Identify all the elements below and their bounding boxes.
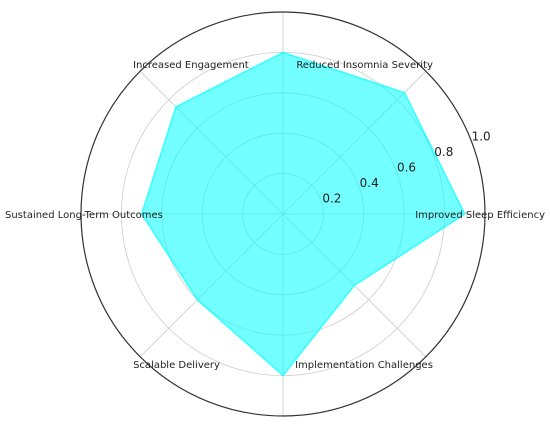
category-label: Reduced Insomnia Severity bbox=[296, 60, 433, 71]
category-labels: Improved Sleep Efficiency Reduced Insomni… bbox=[5, 0, 545, 371]
category-label: Implementation Challenges bbox=[295, 360, 433, 371]
category-label: Scalable Delivery bbox=[133, 360, 220, 371]
radial-tick-label: 0.4 bbox=[360, 176, 379, 190]
category-label: Improved Sleep Efficiency bbox=[415, 210, 545, 221]
category-label: Increased Engagement bbox=[133, 60, 249, 71]
radial-tick-label: 0.2 bbox=[322, 192, 341, 206]
radial-tick-label: 0.8 bbox=[434, 145, 453, 159]
radial-tick-labels: 0.2 0.4 0.6 0.8 1.0 bbox=[322, 130, 490, 206]
category-label: Sustained Long-Term Outcomes bbox=[5, 210, 163, 221]
data-area-layer bbox=[140, 51, 466, 377]
radial-tick-label: 1.0 bbox=[472, 130, 491, 144]
radial-tick-label: 0.6 bbox=[397, 161, 416, 175]
category-label: Enhanced Personalization bbox=[219, 0, 347, 1]
outer-ring bbox=[80, 11, 486, 417]
